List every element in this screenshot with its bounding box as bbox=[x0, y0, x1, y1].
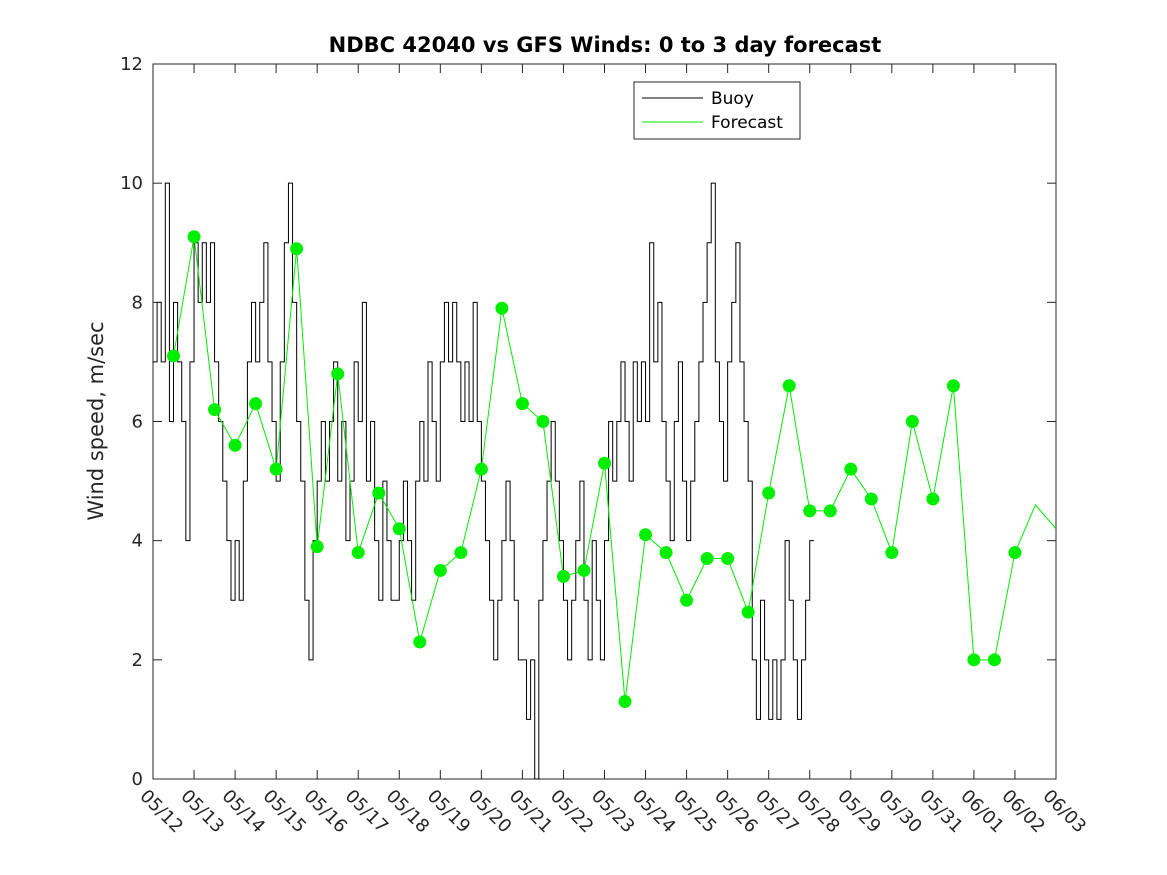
x-tick-label: 06/03 bbox=[1038, 786, 1090, 838]
plot-area bbox=[152, 63, 1057, 780]
forecast-marker bbox=[782, 379, 796, 393]
forecast-marker bbox=[987, 653, 1001, 667]
x-tick-label: 05/24 bbox=[628, 786, 680, 838]
forecast-marker bbox=[454, 546, 468, 560]
x-tick-label: 05/26 bbox=[710, 786, 762, 838]
forecast-marker bbox=[208, 403, 222, 417]
forecast-marker bbox=[536, 415, 550, 428]
forecast-marker bbox=[598, 456, 611, 470]
x-tick-label: 05/18 bbox=[382, 786, 434, 838]
y-tick-label: 10 bbox=[120, 173, 143, 194]
forecast-marker bbox=[577, 563, 591, 577]
x-tick-label: 05/23 bbox=[587, 786, 639, 838]
forecast-marker bbox=[926, 492, 940, 506]
x-tick-label: 06/02 bbox=[997, 786, 1049, 838]
forecast-marker bbox=[187, 230, 201, 244]
x-tick-label: 05/25 bbox=[669, 786, 721, 838]
forecast-marker bbox=[228, 438, 242, 452]
x-tick-label: 05/17 bbox=[341, 786, 393, 838]
forecast-marker bbox=[905, 415, 919, 428]
forecast-series-line bbox=[173, 236, 1057, 702]
forecast-marker bbox=[844, 462, 858, 476]
forecast-marker bbox=[269, 462, 283, 476]
y-tick-label: 0 bbox=[132, 769, 143, 790]
forecast-marker bbox=[474, 462, 488, 476]
forecast-marker bbox=[803, 504, 817, 518]
forecast-marker bbox=[864, 492, 878, 506]
x-tick-label: 05/31 bbox=[915, 786, 967, 838]
plot-frame bbox=[152, 63, 1057, 780]
x-tick-label: 05/22 bbox=[546, 786, 598, 838]
legend: Buoy Forecast bbox=[633, 81, 801, 140]
forecast-marker bbox=[721, 552, 735, 566]
legend-buoy-label: Buoy bbox=[711, 89, 754, 109]
forecast-marker bbox=[433, 563, 447, 577]
forecast-marker bbox=[659, 546, 673, 560]
forecast-marker bbox=[310, 540, 324, 554]
forecast-marker bbox=[762, 486, 776, 500]
forecast-marker bbox=[639, 528, 653, 542]
forecast-marker bbox=[680, 593, 694, 607]
forecast-marker bbox=[167, 349, 181, 363]
forecast-marker bbox=[741, 605, 755, 619]
legend-forecast-label: Forecast bbox=[711, 113, 783, 133]
x-tick-label: 05/19 bbox=[423, 786, 475, 838]
forecast-marker bbox=[331, 367, 345, 381]
forecast-marker bbox=[885, 546, 899, 560]
y-tick-label: 12 bbox=[120, 54, 143, 75]
x-tick-label: 05/14 bbox=[218, 786, 270, 838]
x-tick-label: 05/28 bbox=[792, 786, 844, 838]
forecast-marker bbox=[413, 635, 427, 649]
y-tick-label: 8 bbox=[132, 292, 143, 313]
forecast-marker bbox=[946, 379, 960, 393]
forecast-marker bbox=[351, 546, 365, 560]
x-tick-label: 05/13 bbox=[177, 786, 229, 838]
y-tick-label: 6 bbox=[132, 412, 143, 433]
forecast-marker bbox=[823, 504, 837, 518]
x-tick-label: 05/12 bbox=[135, 786, 187, 838]
x-tick-label: 05/20 bbox=[464, 786, 516, 838]
x-tick-label: 05/16 bbox=[300, 786, 352, 838]
forecast-marker bbox=[1008, 546, 1022, 560]
x-tick-label: 05/27 bbox=[751, 786, 803, 838]
y-axis: 0 2 4 6 8 10 12 bbox=[120, 54, 1056, 790]
x-tick-label: 05/30 bbox=[874, 786, 926, 838]
forecast-marker bbox=[515, 397, 529, 411]
legend-box bbox=[633, 81, 801, 140]
forecast-marker bbox=[249, 397, 263, 411]
forecast-marker bbox=[967, 653, 981, 667]
forecast-marker bbox=[392, 522, 406, 536]
forecast-marker bbox=[556, 569, 570, 583]
x-tick-label: 05/21 bbox=[505, 786, 557, 838]
y-tick-label: 4 bbox=[132, 531, 143, 552]
forecast-marker bbox=[290, 242, 304, 256]
forecast-marker bbox=[700, 552, 714, 566]
forecast-marker bbox=[372, 486, 386, 500]
y-tick-label: 2 bbox=[132, 650, 143, 671]
forecast-marker bbox=[495, 301, 509, 315]
buoy-series-line bbox=[153, 182, 814, 780]
forecast-marker bbox=[618, 695, 632, 709]
x-tick-label: 05/29 bbox=[833, 786, 885, 838]
x-tick-label: 06/01 bbox=[956, 786, 1008, 838]
chart-title: NDBC 42040 vs GFS Winds: 0 to 3 day fore… bbox=[329, 33, 882, 57]
y-axis-label: Wind speed, m/sec bbox=[84, 321, 108, 520]
x-tick-label: 05/15 bbox=[259, 786, 311, 838]
